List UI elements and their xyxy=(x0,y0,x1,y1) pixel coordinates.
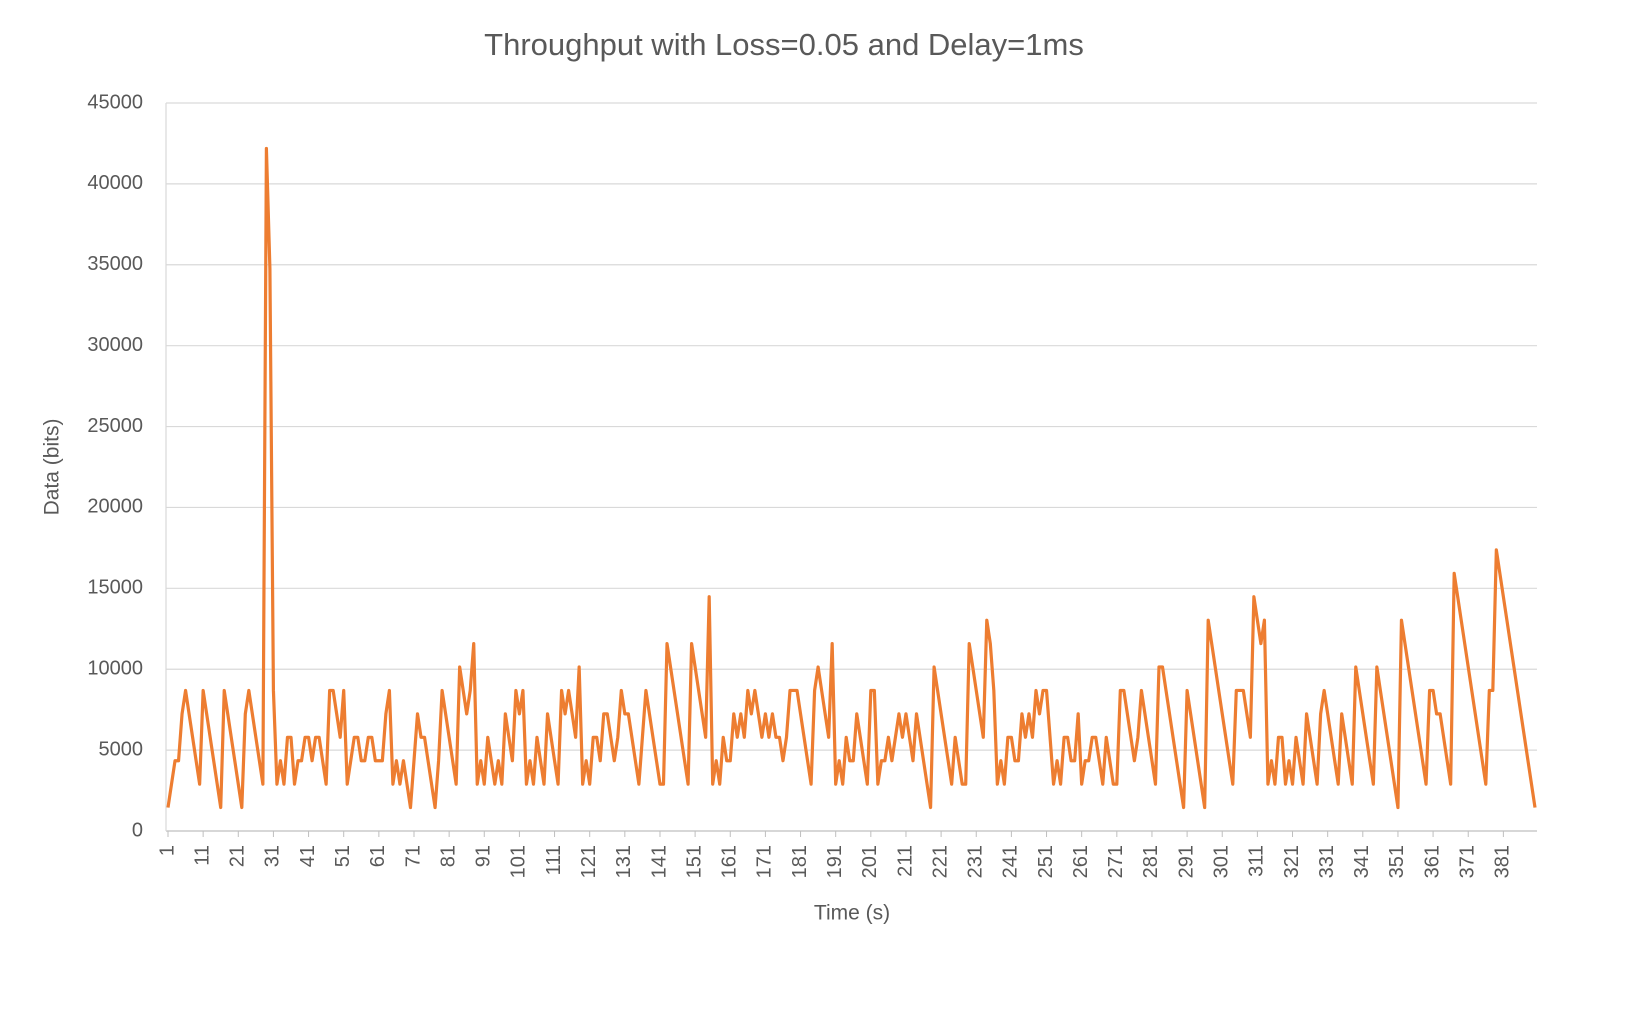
y-tick-label: 15000 xyxy=(87,577,143,599)
x-tick-label: 111 xyxy=(543,845,565,875)
x-tick-label: 1 xyxy=(156,845,178,856)
x-tick-label: 51 xyxy=(332,845,354,867)
x-tick-label: 61 xyxy=(367,845,389,867)
x-tick-label: 341 xyxy=(1351,845,1373,878)
x-tick-label: 291 xyxy=(1175,845,1197,878)
x-tick-label: 101 xyxy=(508,845,530,878)
y-axis-title: Data (bits) xyxy=(41,419,64,516)
y-tick-label: 0 xyxy=(132,819,143,841)
x-tick-label: 261 xyxy=(1070,845,1092,878)
x-tick-label: 271 xyxy=(1105,845,1127,878)
y-tick-label: 5000 xyxy=(99,738,144,760)
x-tick-label: 161 xyxy=(719,845,741,878)
data-line xyxy=(166,146,1537,810)
x-tick-label: 331 xyxy=(1316,845,1338,878)
x-tick-label: 381 xyxy=(1492,845,1514,878)
x-tick-label: 251 xyxy=(1035,845,1057,878)
x-tick-label: 91 xyxy=(473,845,495,867)
x-tick-label: 141 xyxy=(648,845,670,878)
x-tick-label: 281 xyxy=(1140,845,1162,878)
x-tick-label: 361 xyxy=(1421,845,1443,878)
x-tick-label: 171 xyxy=(754,845,776,878)
y-tick-label: 20000 xyxy=(87,496,143,518)
x-tick-label: 241 xyxy=(1000,845,1022,878)
y-tick-label: 10000 xyxy=(87,658,143,680)
x-tick-label: 321 xyxy=(1281,845,1303,878)
y-tick-label: 35000 xyxy=(87,253,143,275)
x-tick-label: 201 xyxy=(859,845,881,878)
x-tick-label: 71 xyxy=(402,845,424,867)
x-tick-label: 301 xyxy=(1211,845,1233,878)
y-tick-label: 25000 xyxy=(87,415,143,437)
x-tick-label: 371 xyxy=(1457,845,1479,878)
y-tick-label: 40000 xyxy=(87,172,143,194)
x-tick-label: 41 xyxy=(297,845,319,867)
x-tick-label: 351 xyxy=(1386,845,1408,878)
x-tick-label: 231 xyxy=(965,845,987,878)
x-tick-label: 151 xyxy=(683,845,705,878)
x-tick-label: 21 xyxy=(227,845,249,867)
x-tick-label: 11 xyxy=(191,845,213,866)
x-tick-label: 81 xyxy=(437,845,459,867)
x-tick-label: 191 xyxy=(824,845,846,878)
y-tick-label: 45000 xyxy=(87,91,143,113)
x-tick-label: 311 xyxy=(1246,845,1268,877)
x-tick-label: 121 xyxy=(578,845,600,878)
y-tick-label: 30000 xyxy=(87,334,143,356)
x-tick-label: 181 xyxy=(789,845,811,878)
x-tick-label: 31 xyxy=(262,845,284,867)
x-tick-label: 221 xyxy=(929,845,951,878)
x-tick-label: 211 xyxy=(894,845,916,877)
x-axis-title: Time (s) xyxy=(814,902,890,925)
x-tick-label: 131 xyxy=(613,845,635,878)
chart-title: Throughput with Loss=0.05 and Delay=1ms xyxy=(484,27,1084,62)
